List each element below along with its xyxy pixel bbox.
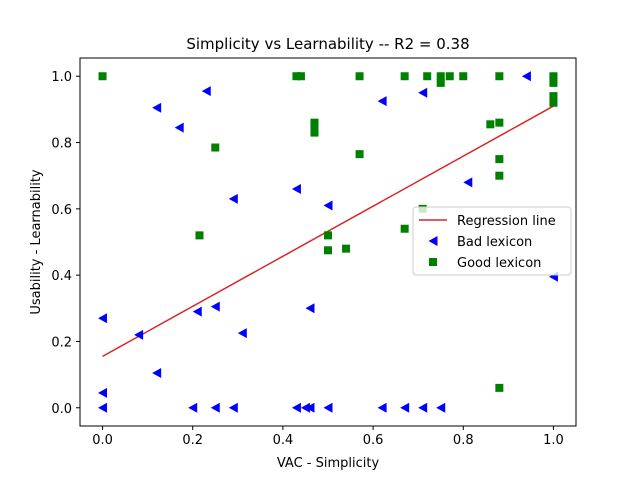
good-lexicon-point [324, 231, 332, 240]
chart-title: Simplicity vs Learnability -- R2 = 0.38 [186, 35, 469, 53]
good-lexicon-point [495, 72, 504, 81]
good-lexicon-point [98, 72, 107, 81]
bad-lexicon-point [210, 402, 220, 413]
bad-lexicon-point [98, 402, 108, 413]
bad-lexicon-point [377, 402, 387, 413]
bad-lexicon-point [174, 122, 184, 133]
bad-lexicon-point [305, 402, 315, 413]
bad-lexicon-point [188, 402, 198, 413]
good-lexicon-point [400, 72, 409, 81]
bad-lexicon-point [98, 387, 108, 398]
bad-lexicon-point [400, 402, 410, 413]
y-tick-label: 0.6 [51, 203, 72, 218]
good-lexicon-point [486, 120, 495, 129]
legend-good-lexicon-swatch [429, 258, 437, 266]
good-lexicon-point [423, 72, 432, 81]
legend-box [412, 206, 572, 276]
bad-lexicon-point [134, 329, 144, 340]
good-lexicon-point [324, 246, 332, 255]
good-lexicon-point [495, 118, 504, 127]
x-tick-label: 0.8 [453, 433, 474, 448]
plot-frame [79, 57, 577, 427]
good-lexicon-point [436, 78, 445, 87]
good-lexicon-point [342, 244, 351, 253]
legend-bad-lexicon-swatch [428, 236, 438, 246]
bad-lexicon-point [436, 402, 446, 413]
good-lexicon-point [459, 72, 468, 81]
y-tick-label: 0.8 [51, 137, 72, 152]
x-tick-label: 1.0 [543, 433, 564, 448]
bad-lexicon-point [418, 87, 428, 98]
y-tick-label: 0.0 [51, 402, 72, 417]
plot-marks [98, 71, 558, 413]
x-tick-label: 0.0 [92, 433, 113, 448]
bad-lexicon-point [323, 200, 333, 211]
bad-lexicon-point [291, 402, 301, 413]
x-tick-label: 0.4 [273, 433, 294, 448]
x-axis-label: VAC - Simplicity [277, 456, 380, 471]
x-tick-label: 0.2 [182, 433, 203, 448]
good-lexicon-point [549, 78, 558, 87]
good-lexicon-point [310, 121, 319, 130]
bad-lexicon-point [201, 86, 211, 97]
good-lexicon-point [495, 155, 504, 164]
bad-lexicon-point [152, 102, 162, 113]
bad-lexicon-point [192, 306, 202, 317]
bad-lexicon-point [98, 313, 108, 324]
bad-lexicon-point [377, 96, 387, 107]
bad-lexicon-point [521, 71, 531, 82]
bad-lexicon-point [300, 402, 310, 413]
legend-label: Bad lexicon [457, 235, 532, 250]
bad-lexicon-point [210, 301, 220, 312]
bad-lexicon-point [228, 402, 238, 413]
y-tick-label: 0.4 [51, 269, 72, 284]
regression-line [102, 105, 554, 358]
y-tick-label: 1.0 [51, 70, 72, 85]
good-lexicon-point [292, 72, 301, 81]
axes-frame [79, 57, 577, 427]
good-lexicon-point [436, 72, 445, 81]
bad-lexicon-point [152, 367, 162, 378]
bad-lexicon-point [237, 328, 247, 339]
good-lexicon-point [549, 98, 558, 107]
good-lexicon-point [495, 171, 504, 180]
good-lexicon-point [355, 150, 364, 159]
bad-lexicon-point [291, 183, 301, 194]
y-axis-label: Usability - Learnability [29, 169, 44, 315]
bad-lexicon-point [228, 193, 238, 204]
bad-lexicon-point [323, 402, 333, 413]
good-lexicon-point [355, 72, 364, 81]
good-lexicon-point [549, 92, 558, 101]
y-tick-label: 0.2 [51, 335, 72, 350]
axis-ticks: 0.0 0.2 0.4 0.6 0.8 1.0 0.0 0.2 0.4 0.6 0.8 1.0 [51, 70, 563, 448]
legend-label: Regression line [457, 214, 556, 229]
good-lexicon-point [549, 73, 558, 82]
x-tick-label: 0.6 [363, 433, 384, 448]
good-lexicon-point [296, 72, 305, 81]
bad-lexicon-point [418, 402, 428, 413]
bad-lexicon-point [463, 177, 473, 188]
legend: Regression line Bad lexicon Good lexicon [412, 206, 572, 276]
good-lexicon-point [445, 72, 454, 81]
good-lexicon-point [310, 128, 319, 137]
good-lexicon-point [195, 231, 204, 240]
good-lexicon-point [400, 224, 409, 233]
legend-label: Good lexicon [457, 256, 541, 271]
good-lexicon-point [495, 383, 504, 392]
good-lexicon-point [211, 143, 220, 152]
bad-lexicon-point [305, 303, 315, 314]
